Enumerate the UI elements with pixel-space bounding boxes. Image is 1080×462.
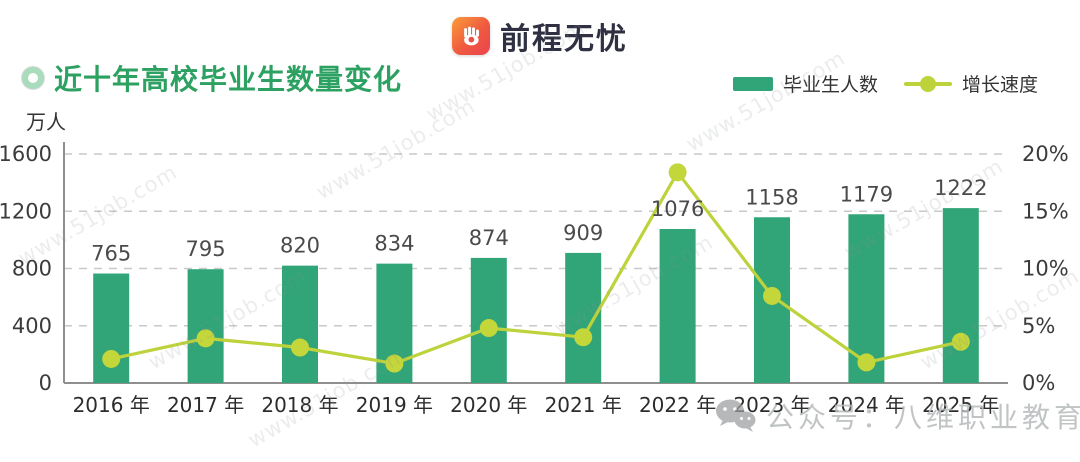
growth-rate-dot-2023年 bbox=[763, 286, 781, 305]
growth-rate-dot-2024年 bbox=[857, 353, 876, 372]
bar-value-label: 765 bbox=[91, 242, 131, 266]
bar-2018年 bbox=[282, 265, 318, 383]
bar-value-label: 1179 bbox=[840, 182, 893, 206]
y-left-tick-label: 0 bbox=[39, 371, 52, 395]
legend-label: 毕业生人数 bbox=[782, 74, 878, 96]
bar-2017年 bbox=[187, 269, 224, 383]
growth-rate-dot-2021年 bbox=[574, 328, 593, 347]
line-dot-swatch-icon bbox=[903, 75, 952, 92]
logo-wordmark: 前程无忧 bbox=[500, 22, 628, 57]
growth-rate-line bbox=[110, 170, 962, 366]
x-tick-label: 2018 年 bbox=[261, 393, 338, 417]
x-tick-label: 2022 年 bbox=[639, 393, 716, 417]
legend-item-graduates: 毕业生人数 bbox=[732, 70, 878, 97]
legend-label: 增长速度 bbox=[961, 74, 1038, 96]
bar-value-label: 834 bbox=[374, 232, 414, 256]
growth-rate-dot-2017年 bbox=[196, 329, 215, 348]
51job-hand-icon bbox=[452, 17, 490, 55]
y-right-tick-label: 15% bbox=[1022, 199, 1069, 223]
x-tick-label: 2025 年 bbox=[922, 393, 999, 417]
bar-value-label: 795 bbox=[186, 237, 226, 261]
growth-rate-dot-2018年 bbox=[291, 338, 309, 357]
growth-rate-dot-2016年 bbox=[102, 349, 121, 368]
y-right-tick-label: 5% bbox=[1022, 314, 1055, 338]
y-left-tick-label: 800 bbox=[12, 257, 52, 281]
logo: 前程无忧 bbox=[452, 14, 628, 58]
y-axis-unit-label: 万人 bbox=[26, 110, 66, 134]
bar-value-label: 820 bbox=[280, 234, 320, 258]
chart-title: 近十年高校毕业生数量变化 bbox=[54, 63, 403, 96]
bar-swatch-icon bbox=[732, 76, 773, 91]
growth-rate-dot-2022年 bbox=[668, 163, 687, 182]
y-left-tick-label: 1200 bbox=[0, 199, 52, 223]
y-left-tick-label: 1600 bbox=[0, 142, 52, 166]
x-tick-label: 2023 年 bbox=[733, 393, 810, 417]
y-right-tick-label: 20% bbox=[1022, 142, 1069, 166]
bar-value-label: 1076 bbox=[651, 197, 704, 221]
y-right-tick-label: 10% bbox=[1022, 257, 1069, 281]
bar-value-label: 1158 bbox=[745, 185, 798, 209]
chart-title-row: 近十年高校毕业生数量变化 bbox=[22, 58, 402, 98]
x-tick-label: 2020 年 bbox=[450, 393, 527, 417]
legend-item-growth: 增长速度 bbox=[903, 70, 1038, 97]
bar-2025年 bbox=[942, 208, 979, 383]
growth-rate-dot-2020年 bbox=[479, 319, 498, 338]
x-tick-label: 2017 年 bbox=[167, 393, 244, 417]
bar-2022年 bbox=[659, 228, 696, 383]
ring-bullet-icon bbox=[22, 67, 44, 89]
hand-glyph bbox=[464, 26, 479, 46]
x-tick-label: 2021 年 bbox=[545, 393, 622, 417]
bar-value-label: 1222 bbox=[934, 176, 987, 200]
y-left-tick-label: 400 bbox=[12, 314, 52, 338]
y-right-tick-label: 0% bbox=[1022, 371, 1055, 395]
bar-value-label: 874 bbox=[469, 226, 509, 250]
x-tick-label: 2024 年 bbox=[828, 393, 905, 417]
x-tick-label: 2016 年 bbox=[73, 393, 150, 417]
growth-rate-dot-2019年 bbox=[385, 354, 404, 373]
growth-rate-dot-2025年 bbox=[951, 332, 970, 351]
legend: 毕业生人数 增长速度 bbox=[732, 70, 1038, 97]
bar-value-label: 909 bbox=[563, 221, 603, 245]
x-tick-label: 2019 年 bbox=[356, 393, 433, 417]
